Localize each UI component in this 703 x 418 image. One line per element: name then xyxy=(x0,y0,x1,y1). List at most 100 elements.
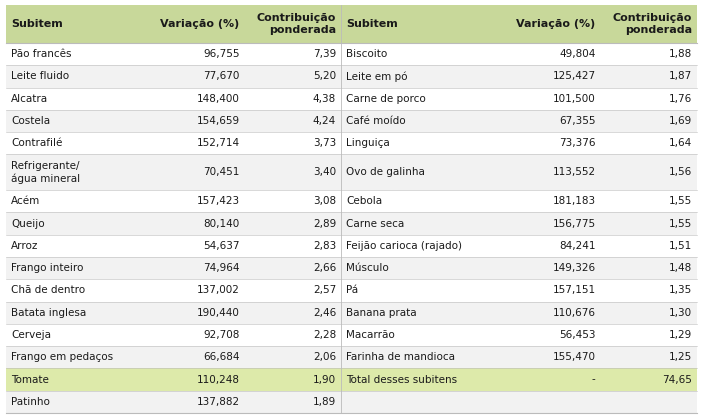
Text: 149,326: 149,326 xyxy=(553,263,595,273)
Text: Café moído: Café moído xyxy=(346,116,406,126)
Text: 96,755: 96,755 xyxy=(203,49,240,59)
Text: 84,241: 84,241 xyxy=(559,241,595,251)
Text: 3,08: 3,08 xyxy=(313,196,336,206)
Bar xyxy=(6,132,697,154)
Text: 156,775: 156,775 xyxy=(553,219,595,229)
Text: 2,57: 2,57 xyxy=(313,285,336,296)
Text: Chã de dentro: Chã de dentro xyxy=(11,285,85,296)
Text: 1,87: 1,87 xyxy=(669,71,692,82)
Text: 110,248: 110,248 xyxy=(197,375,240,385)
Text: Tomate: Tomate xyxy=(11,375,49,385)
Text: Leite em pó: Leite em pó xyxy=(346,71,408,82)
Text: 137,882: 137,882 xyxy=(197,397,240,407)
Text: Refrigerante/
água mineral: Refrigerante/ água mineral xyxy=(11,161,80,184)
Text: 3,73: 3,73 xyxy=(313,138,336,148)
Bar xyxy=(6,324,697,346)
Text: 137,002: 137,002 xyxy=(197,285,240,296)
Text: Pão francês: Pão francês xyxy=(11,49,72,59)
Text: Alcatra: Alcatra xyxy=(11,94,48,104)
Text: 1,51: 1,51 xyxy=(669,241,692,251)
Text: Ovo de galinha: Ovo de galinha xyxy=(346,167,425,177)
Bar xyxy=(6,279,697,301)
Text: Leite fluido: Leite fluido xyxy=(11,71,69,82)
Text: 190,440: 190,440 xyxy=(197,308,240,318)
Text: 70,451: 70,451 xyxy=(203,167,240,177)
Text: 157,151: 157,151 xyxy=(553,285,595,296)
Text: 7,39: 7,39 xyxy=(313,49,336,59)
Text: 1,30: 1,30 xyxy=(669,308,692,318)
Text: 1,90: 1,90 xyxy=(313,375,336,385)
Bar xyxy=(6,368,697,391)
Text: Carne seca: Carne seca xyxy=(346,219,404,229)
Text: 80,140: 80,140 xyxy=(203,219,240,229)
Text: 1,25: 1,25 xyxy=(669,352,692,362)
Text: Pá: Pá xyxy=(346,285,358,296)
Text: 101,500: 101,500 xyxy=(553,94,595,104)
Text: Linguiça: Linguiça xyxy=(346,138,389,148)
Text: 1,48: 1,48 xyxy=(669,263,692,273)
Text: 4,38: 4,38 xyxy=(313,94,336,104)
Text: 1,56: 1,56 xyxy=(669,167,692,177)
Text: 2,46: 2,46 xyxy=(313,308,336,318)
Text: Frango em pedaços: Frango em pedaços xyxy=(11,352,113,362)
Text: 49,804: 49,804 xyxy=(560,49,595,59)
Bar xyxy=(6,391,697,413)
Text: 66,684: 66,684 xyxy=(203,352,240,362)
Text: Biscoito: Biscoito xyxy=(346,49,387,59)
Text: 1,35: 1,35 xyxy=(669,285,692,296)
Text: Variação (%): Variação (%) xyxy=(160,19,240,29)
Bar xyxy=(6,346,697,368)
Text: Variação (%): Variação (%) xyxy=(517,19,595,29)
Text: 54,637: 54,637 xyxy=(203,241,240,251)
Text: 1,64: 1,64 xyxy=(669,138,692,148)
Text: 125,427: 125,427 xyxy=(553,71,595,82)
Text: 2,28: 2,28 xyxy=(313,330,336,340)
Bar xyxy=(6,65,697,88)
Text: Patinho: Patinho xyxy=(11,397,50,407)
Text: 2,89: 2,89 xyxy=(313,219,336,229)
Text: 74,65: 74,65 xyxy=(662,375,692,385)
Text: Contribuição
ponderada: Contribuição ponderada xyxy=(612,13,692,35)
Text: Subitem: Subitem xyxy=(11,19,63,29)
Text: 56,453: 56,453 xyxy=(559,330,595,340)
Bar xyxy=(6,88,697,110)
Text: Cebola: Cebola xyxy=(346,196,382,206)
Text: Arroz: Arroz xyxy=(11,241,39,251)
Text: Frango inteiro: Frango inteiro xyxy=(11,263,84,273)
Text: 181,183: 181,183 xyxy=(553,196,595,206)
Text: 1,29: 1,29 xyxy=(669,330,692,340)
Text: 113,552: 113,552 xyxy=(553,167,595,177)
Text: Total desses subitens: Total desses subitens xyxy=(346,375,457,385)
Bar xyxy=(6,43,697,65)
Bar xyxy=(6,234,697,257)
Text: 110,676: 110,676 xyxy=(553,308,595,318)
Text: Músculo: Músculo xyxy=(346,263,389,273)
Text: Farinha de mandioca: Farinha de mandioca xyxy=(346,352,455,362)
Text: 157,423: 157,423 xyxy=(197,196,240,206)
Text: 1,69: 1,69 xyxy=(669,116,692,126)
Text: 74,964: 74,964 xyxy=(203,263,240,273)
Text: 2,83: 2,83 xyxy=(313,241,336,251)
Text: Carne de porco: Carne de porco xyxy=(346,94,426,104)
Text: 1,88: 1,88 xyxy=(669,49,692,59)
Text: Contrafilé: Contrafilé xyxy=(11,138,63,148)
Bar xyxy=(6,257,697,279)
Text: Acém: Acém xyxy=(11,196,40,206)
Text: Macarrão: Macarrão xyxy=(346,330,395,340)
Text: Feijão carioca (rajado): Feijão carioca (rajado) xyxy=(346,241,462,251)
Text: 148,400: 148,400 xyxy=(197,94,240,104)
Bar xyxy=(6,301,697,324)
Text: 1,55: 1,55 xyxy=(669,219,692,229)
Text: 1,76: 1,76 xyxy=(669,94,692,104)
Text: Banana prata: Banana prata xyxy=(346,308,417,318)
Text: -: - xyxy=(592,375,595,385)
Text: 77,670: 77,670 xyxy=(203,71,240,82)
Text: 67,355: 67,355 xyxy=(559,116,595,126)
Bar xyxy=(6,5,697,43)
Text: 2,66: 2,66 xyxy=(313,263,336,273)
Text: 2,06: 2,06 xyxy=(313,352,336,362)
Text: 155,470: 155,470 xyxy=(553,352,595,362)
Text: 1,89: 1,89 xyxy=(313,397,336,407)
Text: 154,659: 154,659 xyxy=(197,116,240,126)
Text: Contribuição
ponderada: Contribuição ponderada xyxy=(257,13,336,35)
